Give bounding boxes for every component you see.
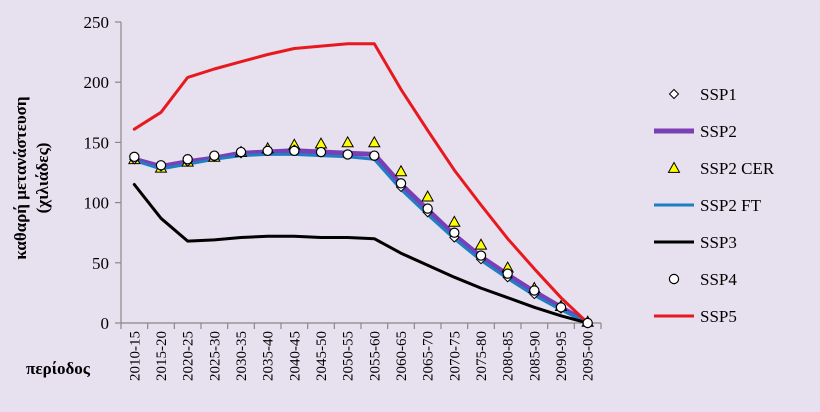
y-tick-label: 150 bbox=[84, 133, 110, 152]
ssp4-point bbox=[582, 317, 593, 329]
legend-item-ssp5: SSP5 bbox=[654, 307, 737, 326]
x-tick-label: 2095-00 bbox=[581, 331, 597, 381]
y-tick-label: 50 bbox=[92, 254, 109, 273]
legend-item-ssp2-ft: SSP2 FT bbox=[654, 196, 762, 215]
ssp4-point bbox=[262, 145, 273, 157]
legend-swatch bbox=[668, 273, 680, 285]
legend-item-ssp4: SSP4 bbox=[668, 270, 737, 289]
series-ssp3 bbox=[132, 183, 590, 325]
y-tick-label: 200 bbox=[84, 73, 110, 92]
legend-label: SSP1 bbox=[700, 85, 737, 104]
ssp4-point bbox=[502, 268, 513, 279]
x-tick-label: 2035-40 bbox=[261, 331, 277, 381]
ssp4-point bbox=[449, 227, 460, 238]
y-axis-label-line1: καθαρή μετανάστευση bbox=[11, 96, 30, 259]
ssp2-cer-point bbox=[367, 135, 381, 148]
ssp4-point bbox=[529, 285, 540, 296]
ssp4-point bbox=[422, 203, 433, 214]
x-tick-label: 2065-70 bbox=[421, 331, 437, 381]
y-tick-label: 250 bbox=[84, 13, 110, 32]
x-tick-label: 2055-60 bbox=[367, 331, 383, 381]
plot-area bbox=[127, 42, 595, 329]
x-tick-label: 2025-30 bbox=[207, 331, 223, 381]
legend: SSP1 SSP2 SSP2 CER SSP2 FT SSP3 SSP4 SSP5 bbox=[654, 85, 775, 326]
legend-item-ssp3: SSP3 bbox=[654, 233, 737, 252]
x-tick-label: 2080-85 bbox=[501, 331, 517, 381]
legend-label: SSP3 bbox=[700, 233, 737, 252]
y-axis-label-line2: (χιλιάδες) bbox=[33, 143, 52, 214]
ssp4-point bbox=[129, 151, 140, 163]
y-tick-label: 0 bbox=[101, 314, 110, 333]
ssp4-point bbox=[289, 145, 300, 157]
ssp4-point bbox=[342, 149, 353, 160]
legend-label: SSP2 CER bbox=[700, 159, 775, 178]
ssp4-point bbox=[315, 146, 327, 158]
x-tick-label: 2070-75 bbox=[447, 331, 463, 381]
ssp4-point bbox=[555, 302, 567, 313]
x-tick-label: 2085-90 bbox=[527, 331, 543, 381]
y-tick-label: 100 bbox=[84, 194, 110, 213]
ssp2-cer-point bbox=[341, 135, 355, 148]
x-tick-label: 2015-20 bbox=[154, 331, 170, 381]
legend-item-ssp2: SSP2 bbox=[654, 122, 737, 141]
y-axis: 0 50 100 150 200 250 bbox=[84, 13, 122, 333]
x-tick-label: 2045-50 bbox=[314, 331, 330, 381]
x-tick-label: 2030-35 bbox=[234, 331, 250, 381]
legend-label: SSP2 bbox=[700, 122, 737, 141]
x-tick-label: 2010-15 bbox=[127, 331, 143, 381]
legend-item-ssp2-cer: SSP2 CER bbox=[667, 159, 775, 178]
legend-label: SSP5 bbox=[700, 307, 737, 326]
series-ssp5 bbox=[132, 42, 590, 325]
ssp5-line bbox=[132, 42, 590, 325]
ssp4-point bbox=[369, 150, 380, 161]
ssp2-cer-point bbox=[421, 190, 435, 202]
ssp4-point bbox=[155, 160, 167, 171]
legend-item-ssp1: SSP1 bbox=[668, 85, 737, 104]
ssp4-point bbox=[182, 154, 193, 165]
y-axis-title: καθαρή μετανάστευση (χιλιάδες) bbox=[11, 96, 52, 259]
x-tick-label: 2040-45 bbox=[287, 331, 303, 381]
series-ssp2-cer bbox=[127, 135, 595, 327]
ssp2-cer-point bbox=[447, 215, 461, 227]
legend-label: SSP2 FT bbox=[700, 196, 762, 215]
x-tick-label: 2090-95 bbox=[554, 331, 570, 381]
x-tick-label: 2060-65 bbox=[394, 331, 410, 381]
ssp2-cer-point bbox=[314, 137, 328, 149]
ssp3-line bbox=[132, 183, 590, 325]
series-ssp4 bbox=[129, 145, 593, 329]
x-axis-label: περίοδος bbox=[26, 359, 91, 378]
ssp4-point bbox=[475, 250, 487, 261]
legend-swatch bbox=[668, 88, 680, 100]
legend-label: SSP4 bbox=[700, 270, 737, 289]
ssp4-point bbox=[209, 150, 220, 161]
ssp4-point bbox=[235, 146, 247, 158]
x-axis: 2010-15 2015-20 2020-25 2025-30 2030-35 2035-… bbox=[120, 322, 602, 381]
x-tick-label: 2050-55 bbox=[341, 331, 357, 381]
ssp4-point bbox=[395, 178, 407, 189]
x-tick-label: 2020-25 bbox=[181, 331, 197, 381]
ssp2-cer-point bbox=[474, 238, 488, 250]
ssp2-cer-point bbox=[394, 164, 408, 177]
legend-swatch bbox=[667, 161, 681, 173]
x-tick-label: 2075-80 bbox=[474, 331, 490, 381]
series-ssp1 bbox=[129, 144, 593, 329]
